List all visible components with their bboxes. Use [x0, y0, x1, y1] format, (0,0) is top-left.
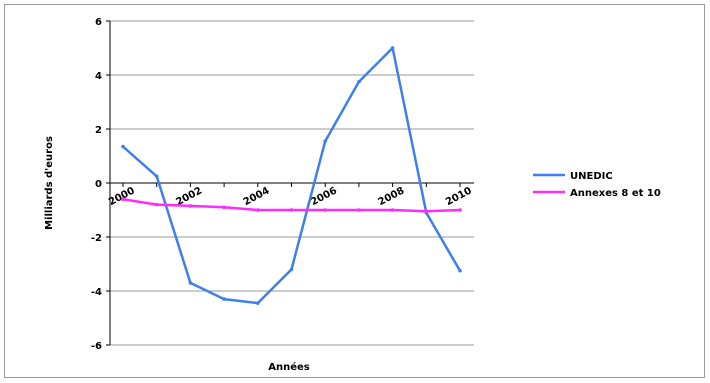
y-tick-label: 6 [95, 17, 102, 28]
data-point [256, 301, 260, 305]
y-tick-label: -6 [91, 341, 102, 352]
axes [109, 21, 474, 345]
data-point [289, 208, 294, 212]
data-point [424, 209, 429, 214]
data-point [121, 144, 125, 149]
data-point [188, 204, 193, 208]
data-point [357, 79, 361, 84]
chart-frame: 6 4 2 0 -2 -4 -6 2000 2002 2004 2006 2008 2010 Mill… [4, 4, 705, 378]
data-point [222, 205, 226, 210]
data-point [357, 208, 361, 212]
data-point [323, 208, 328, 212]
data-point [289, 267, 294, 272]
y-tick-label: 0 [95, 179, 102, 190]
y-tick-label: 4 [95, 71, 102, 82]
y-tick-labels: 6 4 2 0 -2 -4 -6 [91, 17, 102, 352]
data-point [121, 197, 125, 201]
data-point [390, 208, 395, 212]
legend-label-unedic: UNEDIC [570, 171, 613, 182]
legend: UNEDIC Annexes 8 et 10 [533, 171, 661, 199]
data-point [256, 208, 260, 212]
data-point [323, 139, 328, 143]
y-tick-label: 2 [95, 125, 102, 136]
series-lines [121, 46, 462, 305]
data-point [188, 281, 193, 285]
data-point [222, 297, 226, 301]
data-point [390, 46, 395, 50]
x-tick-label: 2010 [444, 185, 474, 208]
legend-label-annexes: Annexes 8 et 10 [570, 188, 661, 199]
x-tick-label: 2000 [107, 185, 137, 208]
x-tick-label: 2008 [377, 185, 407, 208]
data-point [458, 268, 462, 273]
y-tick-label: -4 [91, 287, 102, 298]
x-axis-label: Années [268, 361, 310, 373]
data-point [154, 202, 159, 207]
data-point [458, 208, 462, 212]
data-point [154, 174, 159, 179]
x-tick-label: 2004 [242, 185, 272, 208]
y-axis-label: Milliards d'euros [44, 136, 55, 230]
y-tick-label: -2 [91, 233, 102, 244]
series-line-unedic [122, 46, 462, 305]
